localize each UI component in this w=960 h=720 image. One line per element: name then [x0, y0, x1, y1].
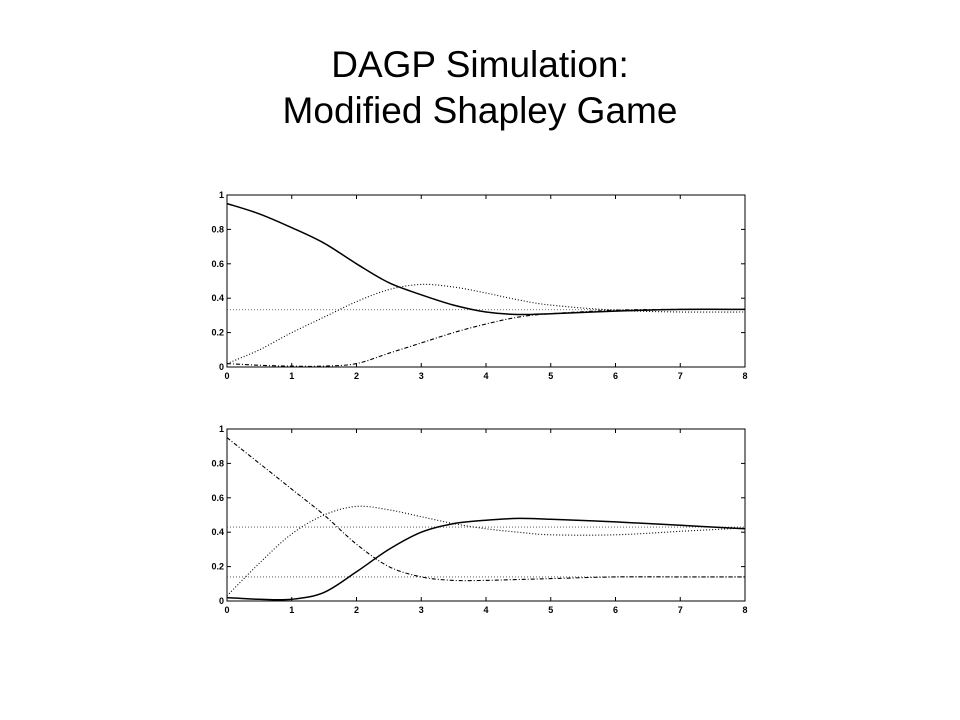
x-tick-label: 4 [483, 605, 488, 615]
slide-title: DAGP Simulation: Modified Shapley Game [0, 42, 960, 134]
x-tick-label: 0 [224, 371, 229, 381]
y-tick-label: 0 [219, 596, 224, 606]
y-tick-label: 0.6 [211, 493, 224, 503]
x-tick-label: 1 [289, 371, 294, 381]
x-tick-label: 3 [419, 371, 424, 381]
y-tick-label: 0.4 [211, 293, 224, 303]
y-tick-label: 0.6 [211, 259, 224, 269]
y-tick-label: 0.4 [211, 527, 224, 537]
plot-frame [226, 428, 746, 602]
x-tick-label: 6 [613, 605, 618, 615]
slide-title-line-1: DAGP Simulation: [331, 44, 629, 85]
y-tick-label: 0.2 [211, 562, 224, 572]
series-line-3 [226, 308, 746, 367]
series-line-3 [226, 437, 745, 582]
x-tick-label: 4 [483, 371, 488, 381]
series-line-2 [226, 283, 746, 365]
bottom-plot: 0 1 2 3 4 5 6 7 8 0 0.2 0.4 0.6 0.8 1 [211, 424, 747, 615]
x-tick-label: 5 [548, 371, 553, 381]
x-tick-label: 2 [354, 605, 359, 615]
x-tick-label: 7 [678, 605, 683, 615]
series-line-2 [226, 505, 746, 597]
y-tick-label: 0.2 [211, 328, 224, 338]
x-tick-label: 7 [678, 371, 683, 381]
plot-frame [226, 194, 746, 368]
x-tick-label: 8 [742, 371, 747, 381]
y-tick-label: 1 [219, 424, 224, 434]
y-tick-label: 0.8 [211, 224, 224, 234]
x-tick-label: 5 [548, 605, 553, 615]
slide-title-line-2: Modified Shapley Game [282, 90, 678, 131]
series-line-1 [226, 202, 746, 316]
top-plot: 0 1 2 3 4 5 6 7 8 0 0.2 0.4 0.6 0.8 1 [211, 190, 747, 381]
x-tick-label: 6 [613, 371, 618, 381]
y-tick-label: 0 [219, 362, 224, 372]
x-tick-label: 3 [419, 605, 424, 615]
x-tick-label: 0 [224, 605, 229, 615]
series-line-1 [226, 517, 746, 601]
x-tick-label: 2 [354, 371, 359, 381]
x-tick-label: 8 [742, 605, 747, 615]
y-tick-label: 0.8 [211, 458, 224, 468]
y-tick-label: 1 [219, 190, 224, 200]
x-tick-label: 1 [289, 605, 294, 615]
